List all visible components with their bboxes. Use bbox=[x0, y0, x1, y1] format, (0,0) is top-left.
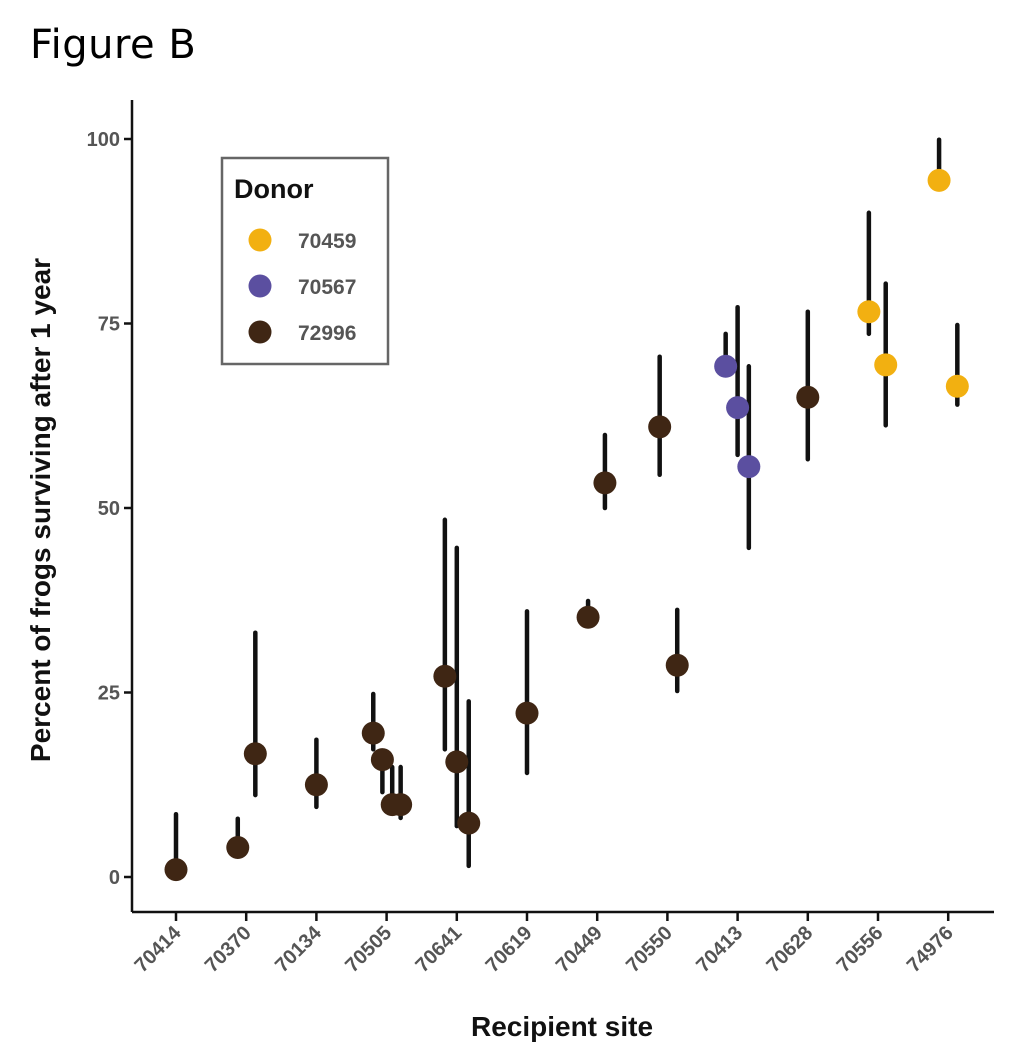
data-point bbox=[164, 858, 188, 882]
legend-swatch bbox=[248, 320, 272, 344]
x-tick-label: 70413 bbox=[692, 922, 747, 977]
x-tick-label: 70556 bbox=[833, 922, 888, 977]
data-point bbox=[737, 455, 761, 479]
y-axis-ticks: 0 25 50 75 100 bbox=[87, 129, 132, 889]
y-tick-label: 75 bbox=[98, 314, 120, 336]
x-tick-label: 70628 bbox=[762, 922, 817, 977]
data-point bbox=[515, 701, 539, 725]
legend-entry: 72996 bbox=[248, 320, 356, 345]
data-point bbox=[576, 605, 600, 629]
data-point bbox=[243, 742, 267, 766]
data-point bbox=[433, 664, 457, 688]
axes bbox=[130, 100, 994, 914]
figure-title: Figure B bbox=[30, 22, 197, 68]
x-tick-label: 70370 bbox=[201, 922, 256, 977]
legend-label: 70567 bbox=[298, 276, 356, 299]
legend-label: 72996 bbox=[298, 322, 356, 345]
x-tick-label: 70550 bbox=[622, 922, 677, 977]
legend-swatch bbox=[248, 228, 272, 252]
x-axis-ticks: 70414 70370 70134 70505 70641 70619 70449 70550… bbox=[131, 912, 958, 977]
y-tick-label: 50 bbox=[98, 498, 120, 520]
data-point bbox=[857, 300, 881, 324]
legend: Donor 70459 70567 72996 bbox=[220, 156, 390, 366]
data-point bbox=[593, 471, 617, 495]
y-tick-label: 0 bbox=[109, 867, 120, 889]
data-point bbox=[370, 748, 394, 772]
y-axis-title: Percent of frogs surviving after 1 year bbox=[25, 258, 56, 762]
y-tick-label: 25 bbox=[98, 683, 120, 705]
data-point bbox=[445, 750, 469, 774]
data-point bbox=[726, 396, 750, 420]
data-point bbox=[226, 835, 250, 859]
data-point bbox=[648, 415, 672, 439]
data-point bbox=[874, 353, 898, 377]
error-bars bbox=[173, 137, 960, 872]
data-points bbox=[164, 168, 969, 882]
data-point bbox=[796, 385, 820, 409]
data-point bbox=[361, 721, 385, 745]
legend-title: Donor bbox=[234, 174, 314, 204]
x-tick-label: 70449 bbox=[552, 922, 607, 977]
data-point bbox=[304, 773, 328, 797]
legend-label: 70459 bbox=[298, 230, 356, 253]
legend-entry: 70567 bbox=[248, 274, 356, 299]
x-tick-label: 74976 bbox=[903, 922, 958, 977]
x-tick-label: 70134 bbox=[271, 921, 327, 977]
data-point bbox=[665, 653, 689, 677]
y-tick-label: 100 bbox=[87, 129, 120, 151]
data-point bbox=[714, 354, 738, 378]
data-point bbox=[945, 374, 969, 398]
x-tick-label: 70414 bbox=[131, 921, 187, 977]
legend-entry: 70459 bbox=[248, 228, 356, 253]
legend-swatch bbox=[248, 274, 272, 298]
data-point bbox=[927, 168, 951, 192]
data-point bbox=[457, 811, 481, 835]
data-point bbox=[389, 793, 413, 817]
x-tick-label: 70641 bbox=[411, 922, 466, 977]
x-tick-label: 70505 bbox=[341, 922, 396, 977]
x-tick-label: 70619 bbox=[482, 922, 537, 977]
x-axis-title: Recipient site bbox=[471, 1011, 653, 1042]
